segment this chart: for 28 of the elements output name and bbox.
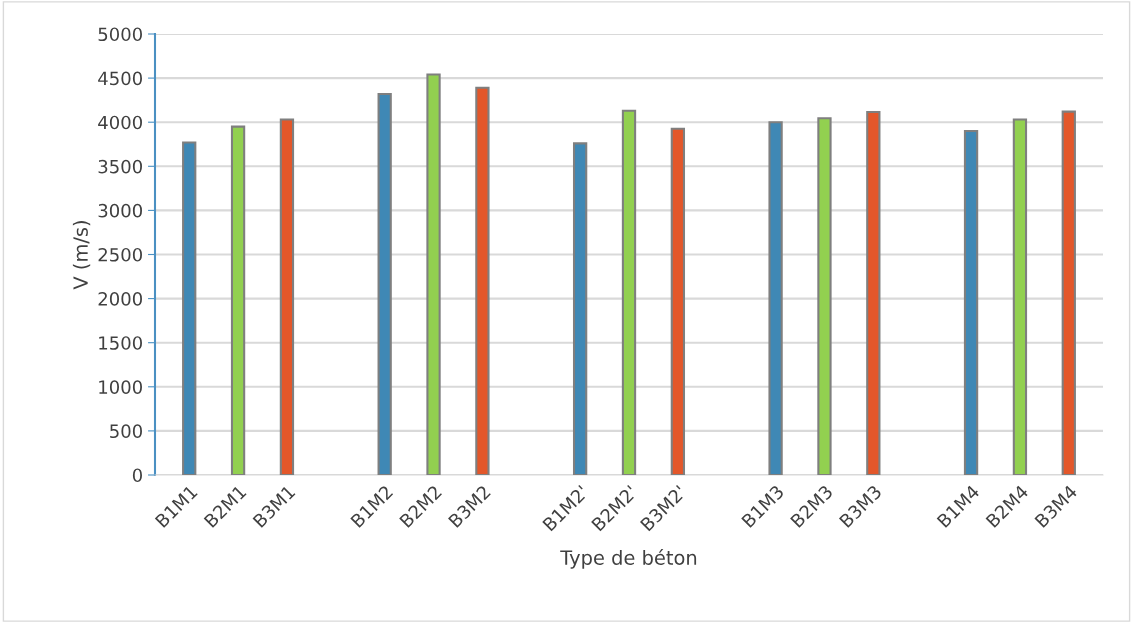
y-tick-label: 500: [110, 424, 142, 439]
y-tick-label: 5000: [98, 27, 142, 42]
y-tick-label: 1500: [99, 336, 142, 350]
bar: [475, 86, 490, 475]
y-tick-label: 4000: [98, 115, 142, 130]
bar: [230, 125, 246, 475]
bar: [182, 141, 197, 475]
y-tick-label: 2000: [98, 292, 142, 306]
bar: [670, 127, 686, 475]
bar: [963, 129, 979, 475]
bar: [377, 92, 392, 475]
bar: [572, 142, 588, 475]
y-tick-label: 0: [132, 468, 142, 483]
y-tick-label: 3500: [98, 159, 142, 174]
bar: [1061, 110, 1076, 475]
x-axis-title: Type de béton: [560, 549, 697, 569]
bar: [866, 111, 881, 475]
bar: [768, 121, 783, 475]
y-tick-label: 3000: [98, 203, 142, 218]
bar: [426, 73, 441, 475]
y-tick-label: 4500: [98, 71, 142, 86]
bar: [817, 117, 832, 475]
bar: [1012, 118, 1028, 475]
y-tick-label: 2500: [98, 247, 142, 262]
y-tick-label: 1000: [99, 380, 142, 394]
y-axis-title: V (m/s): [72, 221, 91, 290]
bar: [621, 109, 637, 475]
bar: [279, 118, 295, 475]
